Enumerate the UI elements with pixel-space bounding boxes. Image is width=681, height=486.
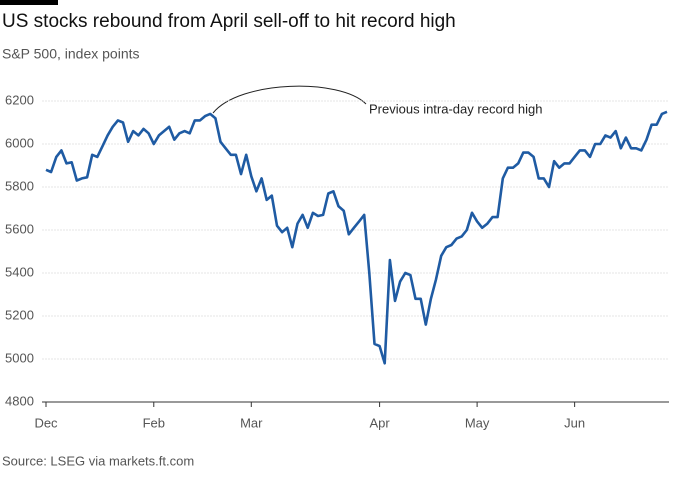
y-tick-label: 5000 [5,350,34,365]
x-tick-label: Feb [143,415,165,430]
x-tick-label: May [465,415,490,430]
y-tick-label: 5600 [5,221,34,236]
brand-bar [0,0,58,5]
x-tick-label: Apr [369,415,390,430]
y-tick-label: 6200 [5,92,34,107]
chart-subtitle: S&P 500, index points [2,46,140,62]
source-note: Source: LSEG via markets.ft.com [2,453,194,468]
x-tick-label: Jun [564,415,585,430]
y-tick-label: 5800 [5,178,34,193]
y-tick-label: 5400 [5,264,34,279]
annotation-arc [212,85,367,114]
annotation: Previous intra-day record high [369,101,542,116]
x-tick-label: Dec [34,415,58,430]
y-tick-label: 4800 [5,393,34,408]
x-tick-label: Mar [240,415,263,430]
chart-title: US stocks rebound from April sell-off to… [2,11,456,32]
y-tick-label: 6000 [5,135,34,150]
series-line [45,110,668,365]
y-tick-label: 5200 [5,307,34,322]
